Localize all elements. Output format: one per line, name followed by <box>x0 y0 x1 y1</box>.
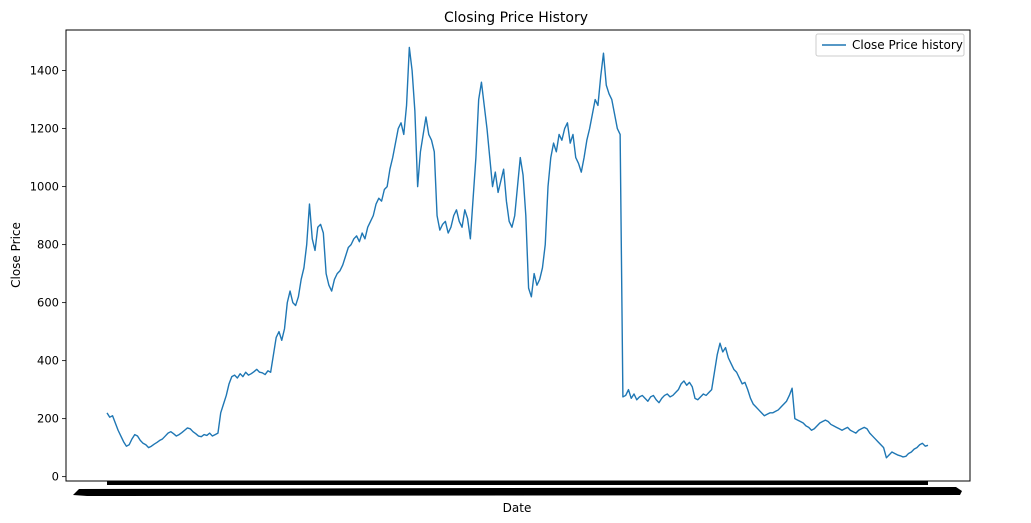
y-tick-label: 600 <box>37 296 59 310</box>
chart-title: Closing Price History <box>444 10 588 26</box>
x-axis-label: Date <box>503 501 532 515</box>
series-line-close-price <box>106 46 929 459</box>
y-tick-label: 1000 <box>30 180 59 194</box>
x-tick-label-band <box>73 487 962 496</box>
x-tick-marks <box>107 481 928 485</box>
legend-label: Close Price history <box>852 38 963 52</box>
y-tick-label: 800 <box>37 238 59 252</box>
y-axis-ticks: 0 200 400 600 800 1000 1200 1400 <box>30 64 66 484</box>
plot-frame <box>65 29 971 482</box>
y-tick-label: 1400 <box>30 64 59 78</box>
series-group <box>106 46 929 459</box>
y-tick-label: 400 <box>37 354 59 368</box>
y-axis-label: Close Price <box>9 222 23 288</box>
legend-box <box>815 33 965 57</box>
x-axis-ticks <box>73 481 962 496</box>
y-tick-label: 1200 <box>30 122 59 136</box>
legend: Close Price history <box>815 33 965 57</box>
y-tick-label: 0 <box>52 470 59 484</box>
y-tick-label: 200 <box>37 412 59 426</box>
